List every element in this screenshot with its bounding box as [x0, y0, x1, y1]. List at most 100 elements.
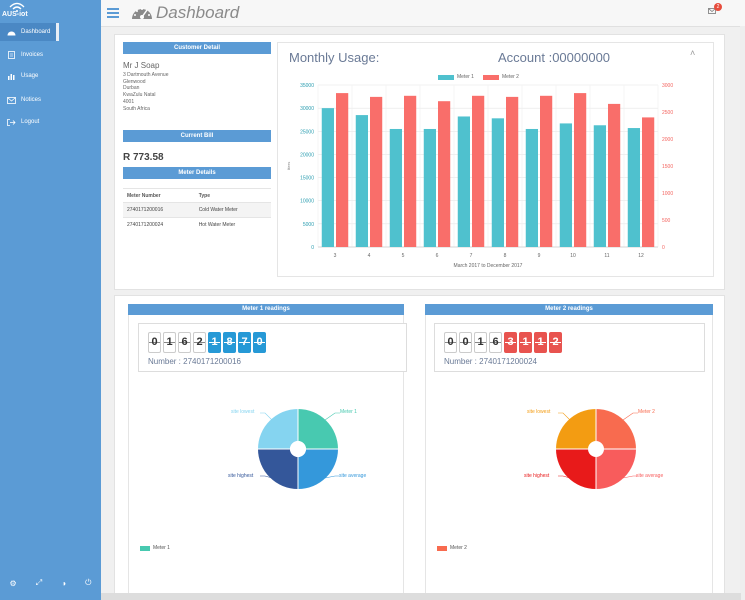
x-tick-label: 11	[604, 253, 609, 259]
fullscreen-icon[interactable]: ⤢	[35, 578, 43, 587]
pie-label-site-highest: site highest	[524, 473, 550, 479]
x-tick-label: 12	[638, 253, 644, 259]
address-line: South Africa	[123, 105, 150, 112]
sidebar-footer: ⚙ ⤢ ◑ ⏻	[0, 575, 101, 591]
y-tick-label-right: 0	[662, 245, 665, 251]
meter-2-legend[interactable]: Meter 2	[437, 545, 467, 551]
pie-slice-site-highest[interactable]	[258, 449, 298, 489]
legend-label: Meter 1	[457, 74, 474, 80]
bar-meter-1	[321, 108, 334, 247]
power-icon[interactable]: ⏻	[85, 578, 92, 587]
x-tick-label: 6	[436, 253, 439, 259]
sidebar-item-usage[interactable]: Usage	[0, 67, 101, 85]
odometer-digit: 0	[444, 332, 457, 353]
y-tick-label-right: 1500	[662, 164, 673, 170]
column-header: Meter Number	[127, 192, 161, 199]
pie-slice-site-average[interactable]	[298, 449, 338, 489]
sidebar-item-label: Invoices	[21, 52, 44, 58]
meter-number-cell: 2740171200016	[123, 202, 195, 218]
legend-swatch	[140, 545, 150, 551]
sidebar-item-logout[interactable]: Logout	[0, 113, 101, 131]
bar-meter-2	[506, 96, 519, 247]
meter-type-cell: Hot Water Meter	[198, 222, 236, 228]
y-tick-label-left: 35000	[300, 83, 314, 89]
bar-meter-2	[642, 117, 655, 248]
meter-details-header: Meter Details	[123, 167, 271, 179]
usage-bar-chart: 0 5000 10000 15000 20000 25000 30000 35000 0 500 1…	[286, 83, 673, 269]
odometer-digit: 1	[163, 332, 176, 353]
address-line: KwaZulu Natal	[123, 92, 156, 99]
bar-meter-2	[336, 93, 349, 247]
top-bar: Dashboard 2	[101, 0, 745, 27]
horizontal-scrollbar[interactable]	[101, 593, 741, 600]
legend-item-meter-2[interactable]: Meter 2	[483, 74, 519, 80]
meter-2-header: Meter 2 readings	[425, 304, 713, 315]
y-tick-label-right: 2500	[662, 110, 673, 116]
sidebar-item-label: Dashboard	[21, 29, 51, 35]
pie-label-site-lowest: site lowest	[231, 409, 255, 415]
y-axis-label: liters	[286, 162, 291, 170]
table-row: 2740171200016 Cold Water Meter	[123, 202, 271, 218]
eye-slash-icon[interactable]: ◑	[61, 578, 67, 588]
customer-detail-header: Customer Detail	[123, 42, 271, 54]
bar-meter-2	[370, 96, 383, 247]
legend-swatch	[437, 545, 447, 551]
chevron-up-icon[interactable]: ˄	[690, 48, 696, 58]
gear-icon[interactable]: ⚙	[9, 578, 17, 588]
logo-text: AUS-iot	[2, 11, 28, 18]
x-tick-label: 9	[538, 253, 541, 259]
odometer-digit: 1	[208, 332, 221, 353]
y-tick-label-left: 0	[311, 245, 314, 251]
sidebar-item-label: Logout	[21, 119, 40, 125]
pie-slice-meter[interactable]	[596, 409, 636, 449]
usage-title: Monthly Usage:	[289, 50, 380, 65]
notification-badge[interactable]: 2	[714, 3, 722, 11]
odometer-digit: 1	[534, 332, 547, 353]
meter-1-number: Number : 2740171200016	[148, 357, 241, 366]
customer-name: Mr J Soap	[123, 61, 160, 70]
odometer-digit: 1	[519, 332, 532, 353]
odometer-digit: 8	[223, 332, 236, 353]
pie-slice-site-lowest[interactable]	[258, 409, 298, 449]
y-tick-label-right: 500	[662, 218, 671, 224]
address-line: Durban	[123, 85, 140, 92]
app-logo[interactable]: AUS-iot	[2, 2, 32, 20]
column-header: Type	[198, 192, 210, 199]
meter-1-digits: 0 1 6 2 1 8 7 0	[148, 332, 268, 353]
pie-slice-meter[interactable]	[298, 409, 338, 449]
odometer-digit: 1	[474, 332, 487, 353]
page-title: Dashboard	[156, 3, 240, 22]
meter-1-header: Meter 1 readings	[128, 304, 404, 315]
odometer-digit: 0	[253, 332, 266, 353]
bar-meter-2	[574, 93, 587, 247]
pie-label-meter: Meter 1	[340, 409, 357, 415]
pie-label-site-highest: site highest	[228, 473, 254, 479]
bar-meter-2	[608, 103, 621, 248]
bar-meter-1	[627, 128, 640, 247]
envelope-icon	[6, 96, 16, 104]
pie-slice-site-average[interactable]	[596, 449, 636, 489]
legend-label: Meter 2	[502, 74, 519, 80]
bar-meter-2	[404, 95, 417, 247]
meter-details-table: Meter Number Type 2740171200016 Cold Water…	[123, 188, 271, 232]
sidebar-item-dashboard[interactable]: Dashboard	[0, 23, 59, 41]
account-number: Account :00000000	[498, 50, 611, 65]
sidebar-item-invoices[interactable]: Invoices	[0, 46, 101, 64]
meter-number-cell: 2740171200024	[127, 222, 164, 228]
odometer-digit: 7	[238, 332, 251, 353]
wifi-logo-icon	[9, 2, 25, 12]
meter-1-legend[interactable]: Meter 1	[140, 545, 170, 551]
pie-slice-site-highest[interactable]	[556, 449, 596, 489]
vertical-scrollbar[interactable]	[740, 26, 745, 600]
current-bill-header: Current Bill	[123, 130, 271, 142]
sidebar-item-notices[interactable]: Notices	[0, 91, 101, 109]
x-tick-label: 7	[470, 253, 473, 259]
y-tick-label-left: 15000	[300, 176, 314, 182]
odometer-digit: 6	[489, 332, 502, 353]
pie-slice-site-lowest[interactable]	[556, 409, 596, 449]
meter-2-odometer: 0 0 1 6 3 1 1 2 Number : 2740171200024	[434, 323, 705, 372]
odometer-digit: 0	[459, 332, 472, 353]
legend-item-meter-1[interactable]: Meter 1	[438, 74, 474, 80]
hamburger-menu-icon[interactable]	[107, 6, 119, 18]
legend-swatch	[438, 74, 454, 80]
